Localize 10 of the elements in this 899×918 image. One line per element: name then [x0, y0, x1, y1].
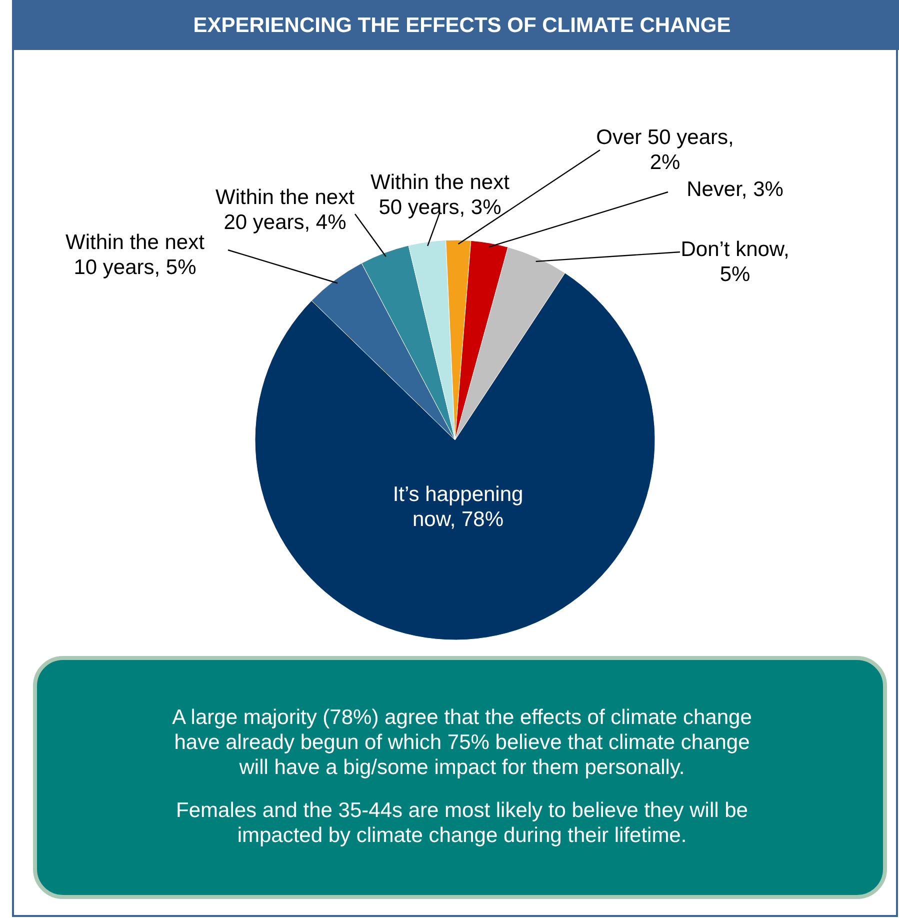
slice-label: Never, 3% — [686, 178, 784, 201]
text: A large majority (78%) agree that the effects of climate change have already begun of which 75% believe that climate change will have a big/some impact for them personally. — [172, 706, 752, 779]
slice-label: Within the next 20 years, 4% — [216, 186, 355, 234]
text: Females and the 35-44s are most likely to believe they will be impacted by climate change during their lifetime. — [176, 799, 748, 847]
slice-label: Within the next 50 years, 3% — [370, 171, 510, 219]
slice-label: Don’t know, 5% — [680, 238, 790, 286]
slice-label: Over 50 years, 2% — [596, 126, 734, 174]
chart-title: EXPERIENCING THE EFFECTS OF CLIMATE CHANGE — [193, 14, 731, 37]
slice-label: It’s happening now, 78% — [392, 483, 524, 531]
slice-label: Within the next 10 years, 5% — [66, 231, 205, 279]
